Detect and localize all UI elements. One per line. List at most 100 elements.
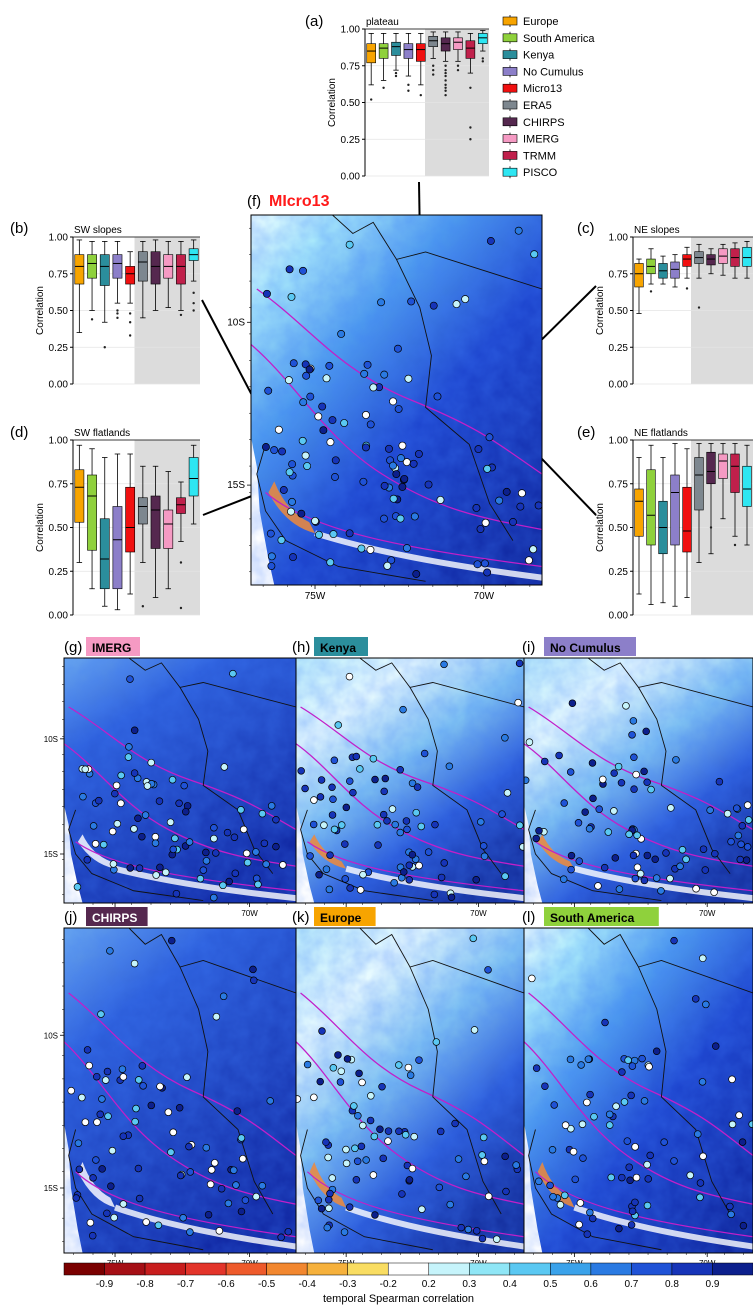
box-chirps <box>706 443 716 555</box>
station-marker <box>299 398 308 407</box>
y-axis-label: Correlation <box>595 503 606 552</box>
station-marker <box>231 869 240 878</box>
station-marker <box>369 754 378 763</box>
station-marker <box>492 1235 501 1243</box>
station-marker <box>310 1093 318 1102</box>
station-marker <box>303 462 312 471</box>
station-marker <box>739 1221 748 1230</box>
station-marker <box>342 803 351 812</box>
colorbar-tick-label: 0.2 <box>422 1279 436 1290</box>
box-micro13 <box>125 251 136 337</box>
station-marker <box>215 1227 224 1235</box>
station-marker <box>279 861 287 869</box>
station-marker <box>139 1082 147 1090</box>
station-marker <box>612 1102 620 1111</box>
station-marker <box>691 995 700 1003</box>
outlier-point <box>103 346 106 349</box>
station-marker <box>568 699 577 707</box>
box-iqr <box>718 453 728 479</box>
station-marker <box>530 250 539 259</box>
station-marker <box>206 1180 215 1189</box>
station-marker <box>212 1012 221 1021</box>
outlier-point <box>116 309 119 312</box>
station-marker <box>630 785 638 793</box>
y-tick-label: 1.00 <box>609 233 629 244</box>
station-marker <box>237 1134 246 1142</box>
map-title-tag <box>314 907 376 926</box>
station-marker <box>297 509 306 518</box>
station-marker <box>628 1062 637 1070</box>
station-marker <box>151 839 160 847</box>
x-tick-label: 70W <box>241 909 258 918</box>
station-marker <box>381 774 390 783</box>
y-tick-label: 1.00 <box>609 436 629 447</box>
station-marker <box>337 329 346 338</box>
box-iqr <box>742 246 752 267</box>
colorbar-bin <box>590 1262 632 1276</box>
station-marker <box>239 825 248 834</box>
colorbar-bin <box>469 1262 511 1276</box>
y-tick-label: 0.25 <box>49 567 69 578</box>
station-marker <box>556 1201 565 1209</box>
box-iqr <box>150 251 161 285</box>
station-marker <box>252 1192 260 1201</box>
country-border <box>332 215 542 290</box>
station-marker <box>241 1196 250 1204</box>
box-imerg <box>718 243 728 276</box>
station-marker <box>585 824 594 833</box>
station-marker <box>617 778 626 787</box>
station-marker <box>167 1148 175 1156</box>
station-marker <box>440 859 448 867</box>
station-marker <box>742 856 751 864</box>
station-marker <box>302 371 311 380</box>
station-marker <box>378 1082 386 1091</box>
station-marker <box>124 753 133 761</box>
box-iqr <box>670 261 680 279</box>
legend-swatch <box>502 16 518 26</box>
station-marker <box>706 806 714 814</box>
station-marker <box>405 876 414 884</box>
outlier-point <box>733 543 737 547</box>
colorbar-bin <box>550 1262 592 1276</box>
outlier-point <box>649 290 653 293</box>
station-marker <box>627 1221 636 1229</box>
field-texture <box>64 658 296 903</box>
topo-contour <box>296 1041 524 1205</box>
station-marker <box>400 868 408 876</box>
station-marker <box>519 843 524 851</box>
station-marker <box>532 1064 541 1072</box>
y-tick-label: 0.50 <box>49 306 69 317</box>
map-title: MIcro13 <box>269 193 330 210</box>
station-marker <box>629 717 638 725</box>
box-europe <box>366 33 376 101</box>
country-border <box>359 928 524 994</box>
station-marker <box>356 765 364 773</box>
station-marker <box>316 793 325 801</box>
legend-label: IMERG <box>523 134 559 146</box>
box-iqr <box>730 453 740 493</box>
station-marker <box>652 874 661 882</box>
station-marker <box>398 1190 406 1198</box>
station-marker <box>262 860 270 868</box>
colorbar-tick-label: 0.8 <box>665 1279 679 1290</box>
station-marker <box>359 477 368 486</box>
station-marker <box>501 872 509 880</box>
box-imerg <box>163 471 174 590</box>
station-marker <box>330 825 339 834</box>
legend-entry-micro13: Micro13 <box>502 82 562 95</box>
station-marker <box>346 777 354 785</box>
station-marker <box>103 1209 111 1218</box>
station-marker <box>624 1056 632 1064</box>
station-marker <box>131 1117 139 1126</box>
station-marker <box>325 361 334 370</box>
station-marker <box>495 496 504 505</box>
station-marker <box>284 1227 293 1236</box>
boxplot-panel-c: 0.00 0.25 0.50 0.75 1.00 NE slopes Correlation… <box>577 220 753 391</box>
station-marker <box>337 1067 346 1075</box>
station-marker <box>417 822 426 831</box>
station-marker <box>210 893 218 902</box>
box-micro13 <box>682 448 692 598</box>
station-marker <box>175 799 183 808</box>
station-marker <box>696 1193 704 1202</box>
